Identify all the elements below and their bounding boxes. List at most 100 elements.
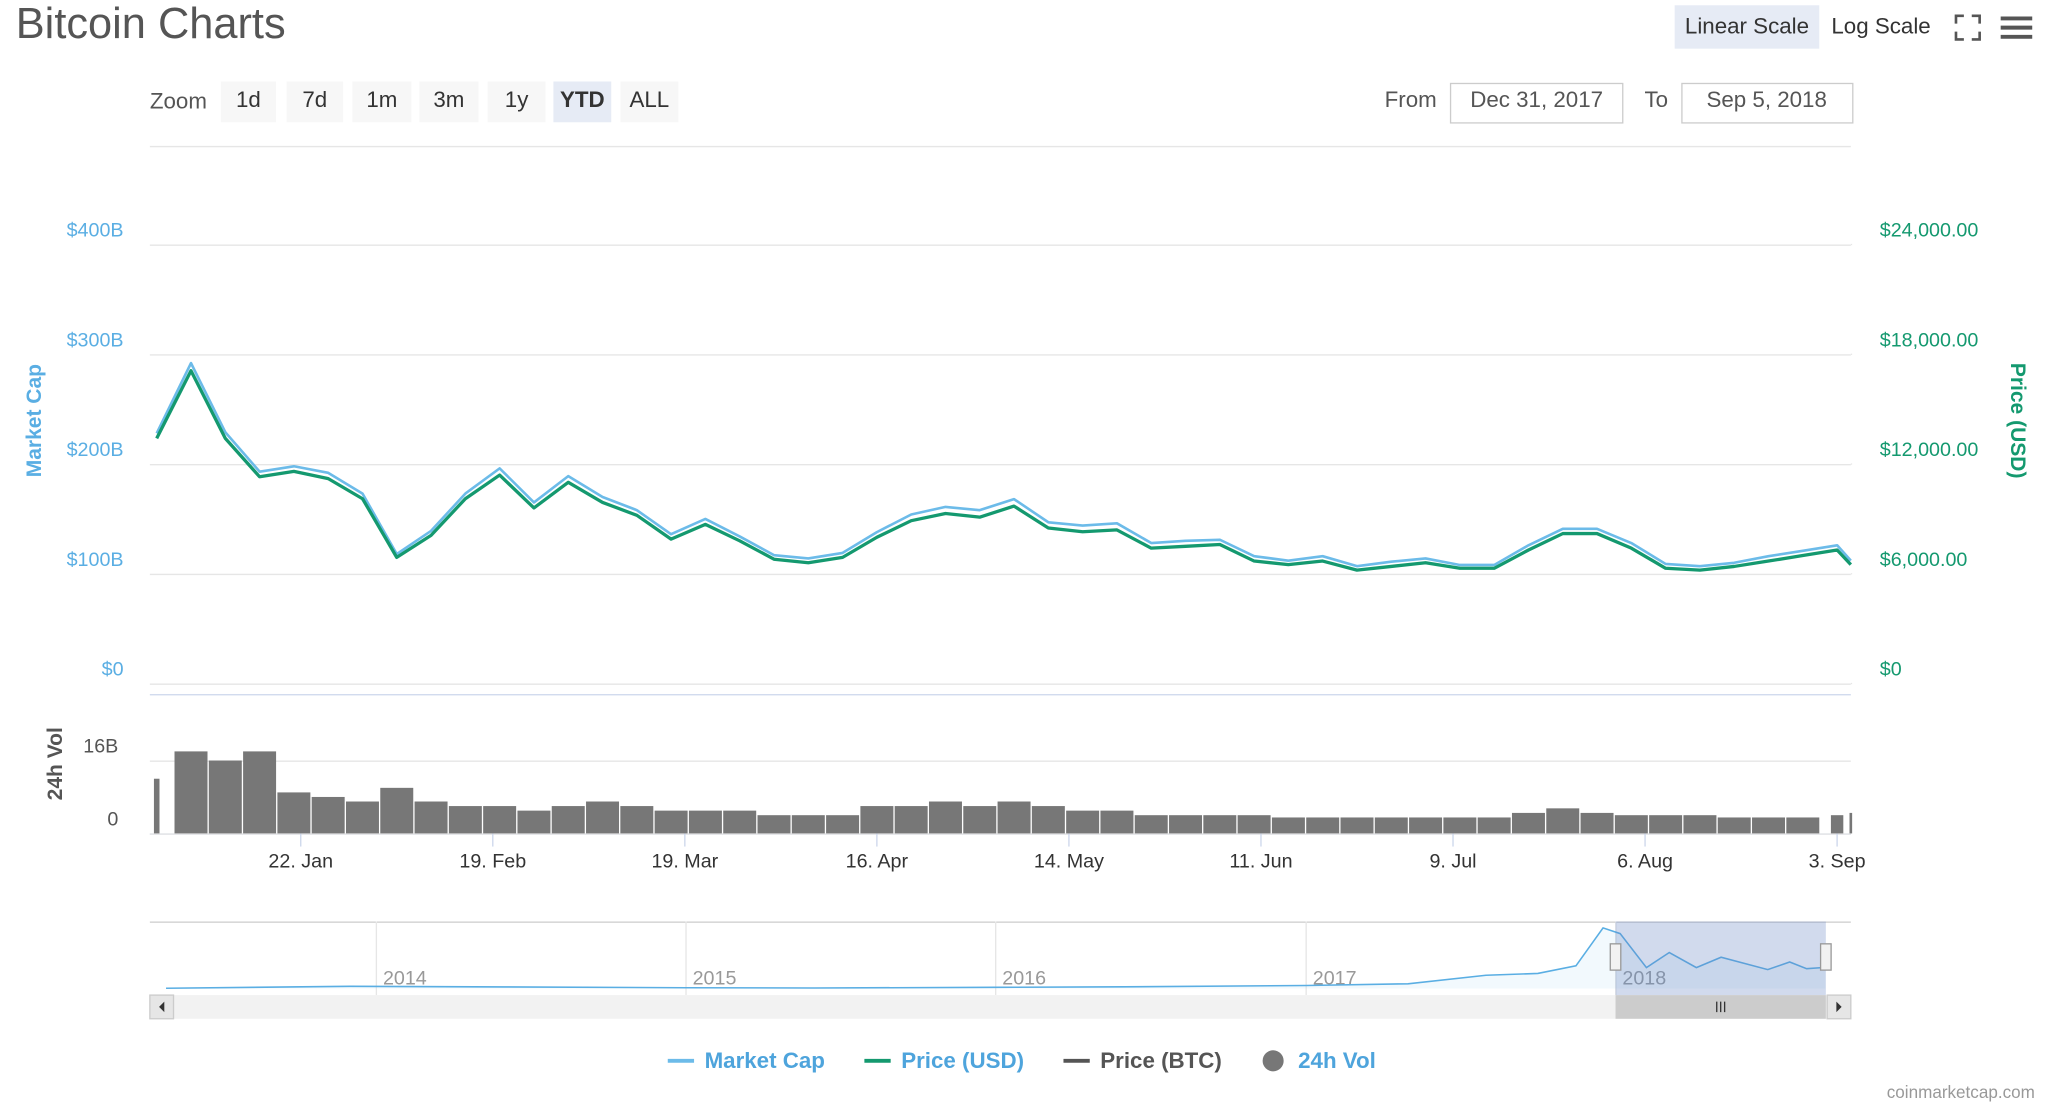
zoom-button[interactable] xyxy=(419,81,479,123)
volume-bar xyxy=(243,751,277,834)
to-date[interactable]: Sep 5, 2018 xyxy=(1706,87,1826,112)
scroll-right-arrow xyxy=(1836,1001,1842,1013)
volume-bar xyxy=(1066,810,1100,834)
volume-bar xyxy=(1306,817,1340,834)
y2-tick-label: $6,000.00 xyxy=(1880,549,1968,571)
volume-bar xyxy=(153,778,160,834)
zoom-button-label[interactable]: 1y xyxy=(505,87,529,112)
volume-bar xyxy=(1237,815,1271,834)
navigator-tick-label: 2017 xyxy=(1313,968,1357,990)
legend-label[interactable]: Price (BTC) xyxy=(1100,1048,1222,1073)
to-input[interactable] xyxy=(1681,82,1854,124)
zoom-button[interactable] xyxy=(553,81,612,123)
volume-bar xyxy=(277,792,311,834)
log-scale-label[interactable]: Log Scale xyxy=(1831,14,1930,39)
series-line xyxy=(155,369,1853,572)
zoom-button[interactable] xyxy=(286,81,344,123)
zoom-label: Zoom xyxy=(150,88,207,113)
navigator xyxy=(149,921,1851,996)
legend-item[interactable]: Price (BTC) xyxy=(1063,1048,1222,1073)
volume-bar xyxy=(345,801,379,834)
scrollbar-track[interactable] xyxy=(149,995,1851,1019)
x-tick-label: 11. Jun xyxy=(1229,851,1292,873)
volume-bar xyxy=(448,806,482,834)
x-tick-label: 19. Feb xyxy=(459,851,526,873)
vol-tick-label: 16B xyxy=(83,736,118,758)
navigator-tick-label: 2015 xyxy=(693,968,737,990)
legend-label[interactable]: Market Cap xyxy=(705,1048,825,1073)
legend-item[interactable]: Price (USD) xyxy=(864,1048,1024,1073)
y2-tick-label: $24,000.00 xyxy=(1880,220,1979,242)
legend-item[interactable]: 24h Vol xyxy=(1262,1048,1376,1073)
volume-bar xyxy=(1580,812,1614,834)
vol-axis-title: 24h Vol xyxy=(44,727,67,800)
scroll-left-arrow xyxy=(159,1001,165,1013)
from-date[interactable]: Dec 31, 2017 xyxy=(1470,87,1603,112)
volume-bar xyxy=(1786,817,1820,834)
zoom-button[interactable] xyxy=(352,81,412,123)
chart-title: Bitcoin Charts xyxy=(16,0,286,48)
volume-bar xyxy=(1511,812,1545,834)
volume-bar xyxy=(1271,817,1305,834)
y-tick-label: $200B xyxy=(67,439,124,461)
fullscreen-icon[interactable] xyxy=(1954,14,1981,41)
volume-bar xyxy=(311,796,345,834)
x-tick-label: 16. Apr xyxy=(846,851,909,873)
navigator-tick-label: 2016 xyxy=(1002,968,1046,990)
to-label: To xyxy=(1645,87,1669,112)
volume-bar xyxy=(1546,808,1580,834)
navigator-handle-left[interactable] xyxy=(1609,943,1622,971)
legend-marker xyxy=(1262,1050,1284,1072)
volume-bar xyxy=(860,806,894,834)
legend-label[interactable]: 24h Vol xyxy=(1298,1048,1376,1073)
zoom-button[interactable] xyxy=(487,81,546,123)
volume-bar xyxy=(1830,815,1844,834)
zoom-button-label[interactable]: 3m xyxy=(433,87,464,112)
volume-bar xyxy=(1649,815,1683,834)
menu-icon[interactable] xyxy=(2000,16,2033,39)
volume-bar xyxy=(928,801,962,834)
legend-label[interactable]: Price (USD) xyxy=(901,1048,1024,1073)
x-tick-label: 19. Mar xyxy=(651,851,718,873)
volume-bar xyxy=(1614,815,1648,834)
from-input[interactable] xyxy=(1449,82,1624,124)
y-tick-label: $400B xyxy=(67,220,124,242)
navigator-selection[interactable] xyxy=(1615,921,1826,996)
navigator-tick-label: 2014 xyxy=(383,968,427,990)
scrollbar-grip xyxy=(1716,1001,1726,1013)
volume-bar xyxy=(380,787,414,834)
volume-bar xyxy=(826,815,860,834)
from-label: From xyxy=(1385,87,1437,112)
volume-bar xyxy=(1374,817,1408,834)
zoom-button-label[interactable]: 1m xyxy=(366,87,397,112)
x-tick-label: 22. Jan xyxy=(268,851,333,873)
volume-bar xyxy=(483,806,517,834)
volume-bar xyxy=(997,801,1031,834)
navigator-background xyxy=(149,921,1851,996)
volume-bar xyxy=(551,806,585,834)
volume-bar xyxy=(654,810,688,834)
navigator-line xyxy=(166,926,1826,990)
navigator-handle-right[interactable] xyxy=(1819,943,1832,971)
zoom-button-label[interactable]: 1d xyxy=(236,87,261,112)
volume-bar xyxy=(208,760,242,834)
zoom-button-label[interactable]: ALL xyxy=(629,87,669,112)
legend-item[interactable]: Market Cap xyxy=(667,1048,825,1073)
zoom-button-label[interactable]: YTD xyxy=(560,87,605,112)
y2-tick-label: $12,000.00 xyxy=(1880,439,1979,461)
volume-bar xyxy=(723,810,757,834)
linear-scale-button[interactable] xyxy=(1674,5,1820,49)
volume-bar xyxy=(791,815,825,834)
volume-bar xyxy=(1100,810,1134,834)
volume-bar xyxy=(1409,817,1443,834)
volume-bar xyxy=(1717,817,1751,834)
zoom-button[interactable] xyxy=(220,81,277,123)
y-tick-label: $0 xyxy=(102,659,124,681)
linear-scale-label[interactable]: Linear Scale xyxy=(1685,14,1809,39)
volume-bar xyxy=(1849,812,1853,834)
volume-bar xyxy=(1683,815,1717,834)
zoom-button-label[interactable]: 7d xyxy=(302,87,327,112)
volume-bar xyxy=(1477,817,1511,834)
zoom-button[interactable] xyxy=(620,81,679,123)
